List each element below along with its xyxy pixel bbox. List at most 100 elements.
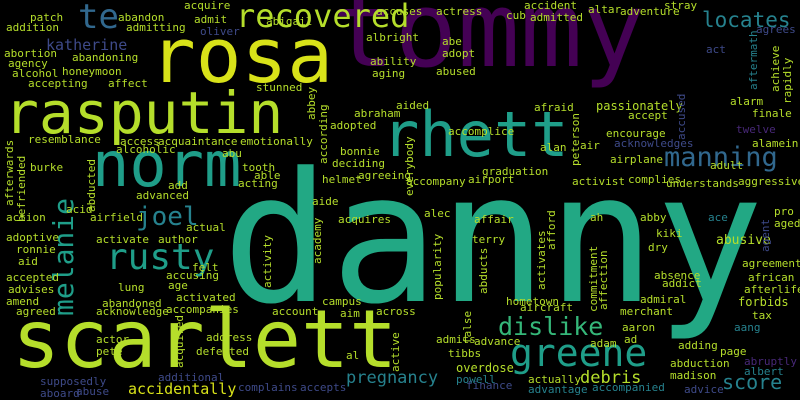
word: abruptly	[744, 355, 797, 368]
word: abusive	[716, 233, 771, 248]
word: admit	[194, 13, 228, 26]
word: actually	[528, 373, 581, 386]
word: adopted	[330, 119, 377, 132]
word: aggressive	[738, 175, 800, 188]
word: deciding	[332, 157, 385, 170]
word: absence	[654, 269, 701, 282]
word: adult	[710, 159, 744, 172]
word: african	[748, 271, 795, 284]
word: aim	[340, 307, 360, 320]
word: alarm	[730, 95, 764, 108]
word: activated	[176, 291, 236, 304]
word: aircraft	[520, 301, 573, 314]
word: author	[158, 233, 198, 246]
word: pregnancy	[346, 368, 439, 388]
word: abigail	[266, 15, 313, 28]
word: danny	[222, 135, 764, 344]
word: adventure	[620, 5, 680, 18]
word: able	[254, 169, 281, 182]
word: finance	[466, 379, 513, 392]
word: alcoholic	[116, 143, 176, 156]
word: honeymoon	[62, 65, 122, 78]
word: acknowledge	[96, 305, 169, 318]
word: acquire	[184, 0, 231, 12]
word: admitting	[126, 21, 186, 34]
word: achieve	[769, 45, 782, 92]
word: address	[206, 331, 253, 344]
word: admiral	[640, 293, 687, 306]
word: albert	[744, 365, 784, 378]
word: bonnie	[340, 145, 380, 158]
word: adopt	[442, 47, 476, 60]
word: joel	[136, 202, 199, 232]
word: overdose	[456, 361, 514, 375]
word: activate	[96, 233, 149, 246]
word: acting	[238, 177, 278, 190]
word: altar	[588, 3, 622, 16]
word: activity	[261, 235, 274, 288]
word: abu	[222, 147, 242, 160]
word: acquires	[338, 213, 391, 226]
word: ah	[590, 211, 604, 224]
word: air	[580, 139, 600, 152]
word: access	[120, 135, 160, 148]
word: hometown	[506, 295, 559, 308]
word: abandoning	[72, 51, 139, 64]
word: rhett	[382, 98, 569, 171]
word: accompanied	[592, 381, 665, 394]
word: aide	[312, 195, 339, 208]
word: abuse	[76, 385, 110, 398]
word: agreed	[16, 305, 56, 318]
word: passionately	[596, 99, 683, 113]
word: agent	[759, 218, 772, 252]
word: alan	[540, 141, 567, 154]
word: alamein	[752, 137, 799, 150]
word: twelve	[736, 123, 776, 136]
word: campus	[322, 295, 362, 308]
word: aid	[18, 255, 38, 268]
word: adoptive	[6, 231, 59, 244]
word: rusty	[106, 237, 215, 278]
word: abraham	[354, 107, 401, 120]
word: acknowledges	[614, 137, 694, 150]
word: rosa	[150, 11, 334, 100]
word: abbey	[305, 86, 318, 120]
word: dislike	[498, 312, 604, 341]
word: agreeing	[358, 169, 411, 182]
word: accused	[675, 93, 688, 140]
word: page	[720, 345, 747, 358]
word: adam	[590, 337, 617, 350]
word: dry	[648, 241, 668, 254]
word: affection	[597, 250, 610, 310]
word: actor	[96, 333, 130, 346]
word: add	[168, 179, 188, 192]
word: score	[722, 370, 783, 394]
word: activist	[572, 175, 625, 188]
word: aging	[372, 67, 406, 80]
word: affect	[108, 77, 148, 90]
word: actress	[436, 5, 483, 18]
word: acid	[66, 203, 93, 216]
word: te	[78, 0, 119, 37]
word: aboard	[40, 387, 80, 400]
word: locates	[702, 8, 791, 32]
word: aftermath	[747, 30, 760, 90]
word: accuses	[376, 5, 423, 18]
word: ad	[624, 333, 638, 346]
word: finale	[752, 107, 792, 120]
word: understands	[666, 177, 739, 190]
word: according	[317, 104, 330, 164]
word: accusing	[166, 269, 219, 282]
word: oliver	[200, 25, 240, 38]
word: affair	[474, 213, 514, 226]
word: account	[272, 305, 319, 318]
word: acquired	[173, 315, 186, 368]
word: albright	[366, 31, 419, 44]
word: additional	[158, 371, 225, 384]
word: adding	[678, 339, 718, 352]
word: powell	[456, 373, 496, 386]
word: aged	[774, 217, 800, 230]
word: admitted	[530, 11, 583, 24]
word: ability	[370, 55, 417, 68]
word: addition	[6, 21, 59, 34]
